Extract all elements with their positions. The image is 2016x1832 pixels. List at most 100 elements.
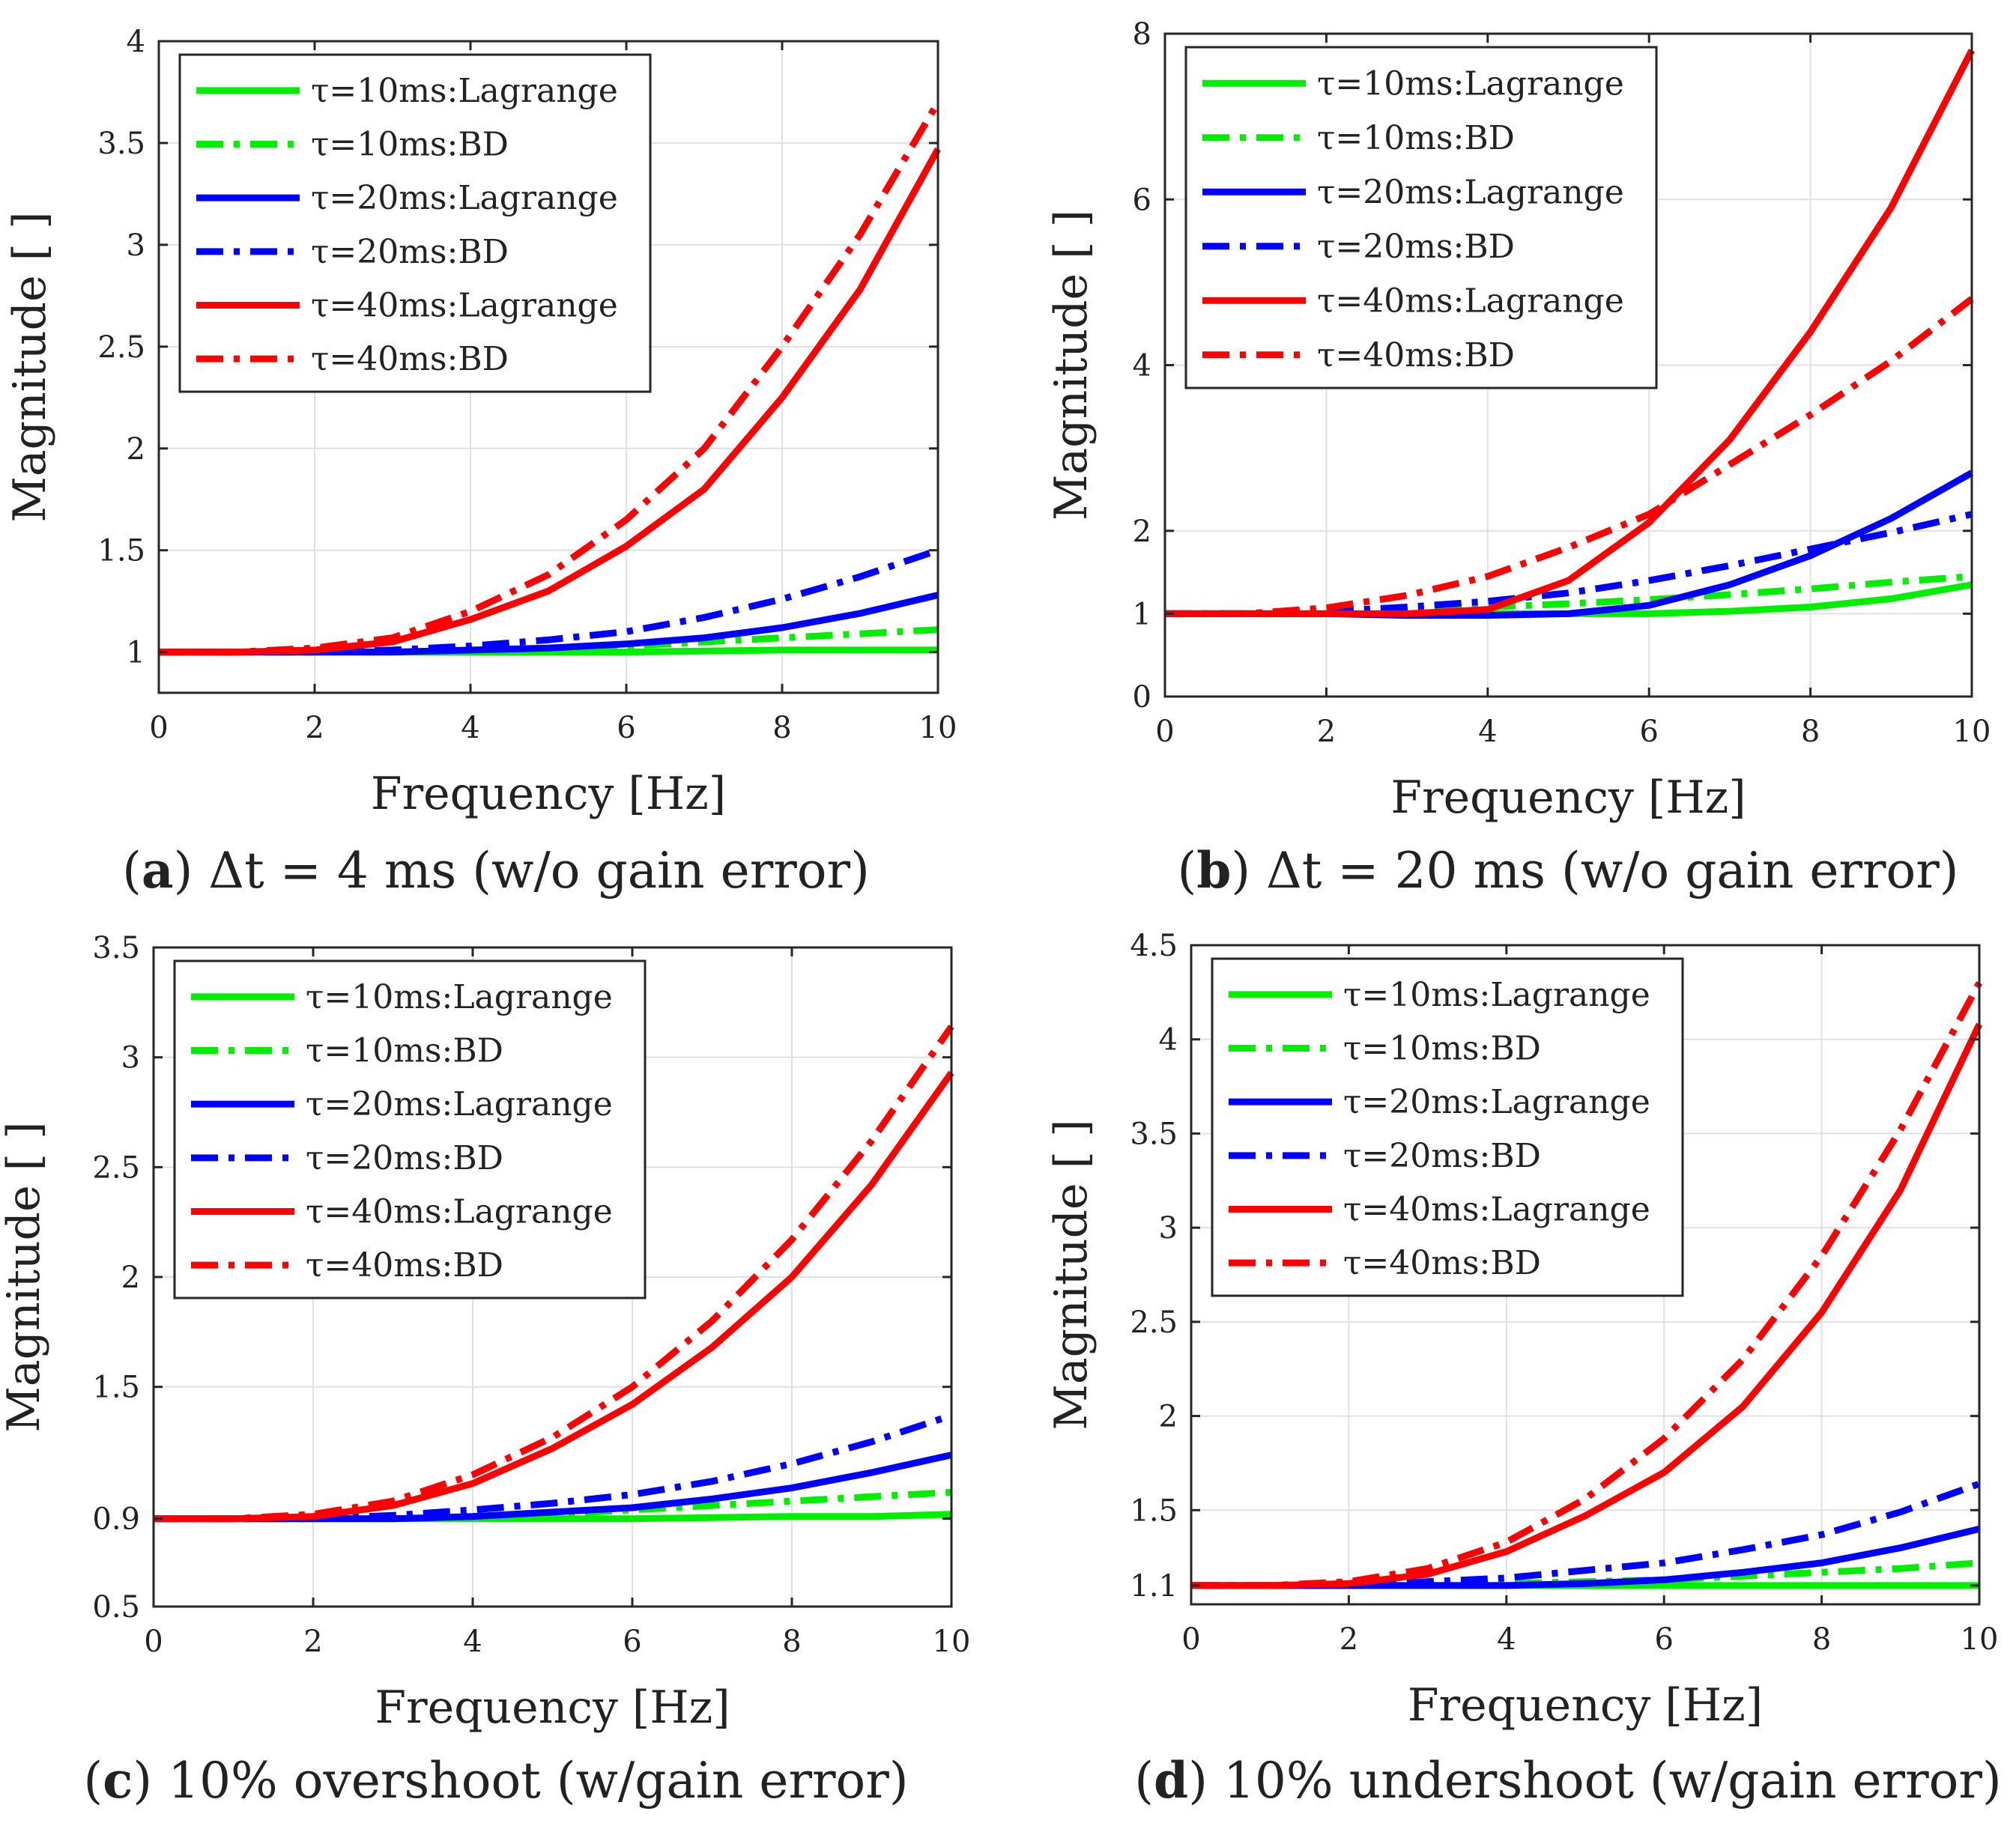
y-tick-label: 0.9 bbox=[92, 1502, 140, 1537]
caption-letter: d bbox=[1154, 1751, 1188, 1810]
y-tick-label: 3 bbox=[127, 228, 145, 263]
legend-label-2: τ=20ms:Lagrange bbox=[311, 179, 618, 217]
legend-box bbox=[178, 53, 652, 393]
legend-label-5: τ=40ms:BD bbox=[306, 1246, 503, 1284]
x-tick-label: 6 bbox=[1654, 1622, 1673, 1657]
chart-panel-d: 0 2 4 6 8 10 1.1 1.5 2 2.5 3 3.5 4 4.5 Frequency [Hz] M… bbox=[1045, 929, 2002, 1810]
y-tick-label: 3.5 bbox=[1130, 1117, 1178, 1151]
legend-label-3: τ=20ms:BD bbox=[1317, 228, 1515, 266]
y-tick-label: 3.5 bbox=[92, 931, 140, 965]
x-tick-label: 4 bbox=[461, 711, 479, 745]
x-tick-label: 2 bbox=[1317, 715, 1336, 749]
y-tick-label: 4 bbox=[1159, 1023, 1178, 1058]
caption-text: ) Δt = 20 ms (w/o gain error) bbox=[1231, 842, 1958, 900]
x-tick-label: 4 bbox=[1497, 1622, 1516, 1657]
legend-label-0: τ=10ms:Lagrange bbox=[1317, 64, 1624, 103]
y-tick-label: 4 bbox=[1133, 349, 1151, 383]
caption-letter: a bbox=[142, 841, 174, 900]
legend-label-1: τ=10ms:BD bbox=[306, 1032, 503, 1070]
x-axis-label: Frequency [Hz] bbox=[371, 768, 726, 820]
caption-text: ) 10% overshoot (w/gain error) bbox=[133, 1752, 908, 1810]
caption-paren-open: ( bbox=[122, 842, 142, 900]
panel-caption: (d) 10% undershoot (w/gain error) bbox=[1134, 1751, 2001, 1810]
legend-label-4: τ=40ms:Lagrange bbox=[306, 1193, 613, 1231]
legend-label-3: τ=20ms:BD bbox=[311, 233, 509, 271]
legend-label-1: τ=10ms:BD bbox=[1317, 119, 1515, 157]
legend-label-2: τ=20ms:Lagrange bbox=[1317, 173, 1624, 211]
legend-box bbox=[173, 959, 647, 1299]
x-tick-label: 4 bbox=[1478, 715, 1497, 749]
y-tick-label: 4 bbox=[127, 25, 145, 59]
y-tick-label: 2 bbox=[1133, 515, 1151, 549]
x-tick-label: 0 bbox=[144, 1625, 163, 1659]
y-tick-label: 1.5 bbox=[1130, 1493, 1178, 1528]
y-tick-label: 0 bbox=[1133, 680, 1151, 715]
x-tick-label: 6 bbox=[617, 711, 635, 745]
y-tick-label: 3.5 bbox=[97, 127, 145, 161]
x-tick-label: 6 bbox=[1639, 715, 1658, 749]
y-tick-label: 2 bbox=[127, 432, 145, 467]
x-tick-label: 6 bbox=[623, 1625, 641, 1659]
caption-letter: c bbox=[103, 1751, 133, 1810]
legend-label-0: τ=10ms:Lagrange bbox=[306, 978, 613, 1016]
series-line-5 bbox=[154, 1025, 954, 1523]
panel-caption: (a) Δt = 4 ms (w/o gain error) bbox=[122, 841, 870, 900]
y-tick-label: 2 bbox=[1159, 1400, 1178, 1434]
x-tick-label: 8 bbox=[772, 711, 791, 745]
y-tick-label: 4.5 bbox=[1130, 929, 1178, 963]
caption-letter: b bbox=[1196, 841, 1231, 900]
y-axis-label: Magnitude [ ] bbox=[0, 1121, 50, 1432]
y-tick-label: 8 bbox=[1133, 17, 1151, 52]
x-axis-label: Frequency [Hz] bbox=[1408, 1679, 1763, 1732]
chart-panel-c: 0 2 4 6 8 10 0.5 0.9 1.5 2 2.5 3 3.5 Frequency [Hz] Ma… bbox=[0, 931, 970, 1810]
y-tick-label: 1.5 bbox=[97, 534, 145, 568]
x-tick-label: 10 bbox=[933, 1625, 971, 1659]
series-line-5 bbox=[1165, 296, 1974, 617]
legend-label-4: τ=40ms:Lagrange bbox=[311, 287, 618, 325]
y-tick-label: 2.5 bbox=[92, 1150, 140, 1185]
panel-caption: (c) 10% overshoot (w/gain error) bbox=[83, 1751, 908, 1810]
series-line-5 bbox=[1191, 981, 1982, 1589]
x-axis-label: Frequency [Hz] bbox=[375, 1681, 730, 1734]
caption-text: ) 10% undershoot (w/gain error) bbox=[1188, 1752, 2002, 1810]
x-tick-label: 0 bbox=[1181, 1622, 1200, 1657]
x-tick-label: 10 bbox=[1961, 1622, 1999, 1657]
legend-label-2: τ=20ms:Lagrange bbox=[306, 1085, 613, 1123]
legend-box bbox=[1211, 957, 1684, 1297]
x-tick-label: 2 bbox=[305, 711, 324, 745]
caption-text: ) Δt = 4 ms (w/o gain error) bbox=[174, 842, 870, 900]
y-tick-label: 1.5 bbox=[92, 1371, 140, 1405]
x-axis-label: Frequency [Hz] bbox=[1390, 771, 1746, 824]
y-tick-label: 6 bbox=[1133, 183, 1151, 217]
x-tick-label: 8 bbox=[1812, 1622, 1831, 1657]
x-tick-label: 10 bbox=[1953, 715, 1991, 749]
legend-label-3: τ=20ms:BD bbox=[1343, 1137, 1541, 1175]
y-tick-label: 0.5 bbox=[92, 1590, 140, 1625]
y-tick-label: 2.5 bbox=[1130, 1305, 1178, 1340]
y-tick-label: 1 bbox=[127, 636, 145, 670]
caption-paren-open: ( bbox=[1134, 1752, 1154, 1810]
legend-box bbox=[1184, 46, 1658, 389]
chart-panel-b: 0 2 4 6 8 10 0 1 2 4 6 8 Frequency [Hz] Magnitude [ ]… bbox=[1045, 17, 1991, 900]
series-line-4 bbox=[1165, 49, 1976, 617]
y-tick-label: 3 bbox=[121, 1041, 140, 1076]
x-tick-label: 0 bbox=[149, 711, 168, 745]
y-axis-label: Magnitude [ ] bbox=[1045, 1119, 1098, 1430]
chart-panel-a: 0 2 4 6 8 10 1 1.5 2 2.5 3 3.5 4 Frequency [Hz] Magnit… bbox=[4, 25, 957, 900]
legend-label-4: τ=40ms:Lagrange bbox=[1343, 1191, 1650, 1229]
legend-label-0: τ=10ms:Lagrange bbox=[1343, 976, 1650, 1014]
axes-box bbox=[157, 40, 939, 694]
legend-label-3: τ=20ms:BD bbox=[306, 1139, 503, 1177]
x-tick-label: 10 bbox=[919, 711, 957, 745]
y-tick-label: 2 bbox=[121, 1261, 140, 1295]
y-tick-label: 2.5 bbox=[97, 330, 145, 365]
legend-label-0: τ=10ms:Lagrange bbox=[311, 72, 618, 110]
x-tick-label: 2 bbox=[303, 1625, 322, 1659]
legend-label-4: τ=40ms:Lagrange bbox=[1317, 282, 1624, 320]
y-axis-label: Magnitude [ ] bbox=[1045, 210, 1098, 521]
legend-label-2: τ=20ms:Lagrange bbox=[1343, 1083, 1650, 1121]
y-tick-label: 1.1 bbox=[1130, 1569, 1178, 1604]
caption-paren-open: ( bbox=[83, 1752, 103, 1810]
legend-label-5: τ=40ms:BD bbox=[1317, 336, 1515, 374]
